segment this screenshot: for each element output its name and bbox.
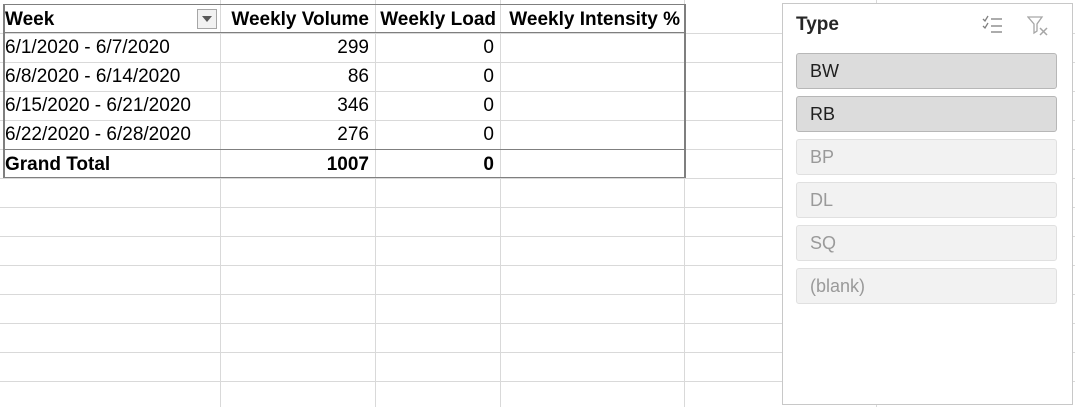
row-week[interactable]: 6/1/2020 - 6/7/2020 <box>5 37 170 58</box>
header-week[interactable]: Week <box>5 9 55 30</box>
chevron-down-icon <box>202 16 212 22</box>
grand-total-volume[interactable]: 1007 <box>326 154 369 175</box>
row-week[interactable]: 6/8/2020 - 6/14/2020 <box>5 66 181 87</box>
slicer-item-blank[interactable]: (blank) <box>796 268 1057 304</box>
row-load[interactable]: 0 <box>483 66 494 87</box>
slicer-title: Type <box>796 14 839 35</box>
row-load[interactable]: 0 <box>483 95 494 116</box>
grand-total-label[interactable]: Grand Total <box>5 154 111 175</box>
slicer-item-bp[interactable]: BP <box>796 139 1057 175</box>
row-intensity[interactable] <box>500 33 684 62</box>
header-weekly-volume[interactable]: Weekly Volume <box>231 9 369 30</box>
table-left-border <box>3 4 5 178</box>
grand-total-load[interactable]: 0 <box>483 154 494 175</box>
header-row-border <box>3 4 685 33</box>
table-right-border <box>684 4 686 178</box>
row-intensity[interactable] <box>500 91 684 120</box>
slicer-item-dl[interactable]: DL <box>796 182 1057 218</box>
row-load[interactable]: 0 <box>483 124 494 145</box>
row-week[interactable]: 6/22/2020 - 6/28/2020 <box>5 124 191 145</box>
row-volume[interactable]: 86 <box>347 66 369 87</box>
total-row-border <box>3 149 685 178</box>
slicer-item-bw[interactable]: BW <box>796 53 1057 89</box>
row-load[interactable]: 0 <box>483 37 494 58</box>
row-intensity[interactable] <box>500 120 684 149</box>
row-volume[interactable]: 346 <box>337 95 369 116</box>
slicer-item-rb[interactable]: RB <box>796 96 1057 132</box>
clear-filter-icon[interactable] <box>1026 15 1049 37</box>
multi-select-icon[interactable] <box>982 15 1004 35</box>
row-week[interactable]: 6/15/2020 - 6/21/2020 <box>5 95 191 116</box>
slicer-item-sq[interactable]: SQ <box>796 225 1057 261</box>
header-weekly-load[interactable]: Weekly Load <box>380 9 496 30</box>
row-volume[interactable]: 299 <box>337 37 369 58</box>
row-volume[interactable]: 276 <box>337 124 369 145</box>
week-filter-dropdown-button[interactable] <box>197 9 217 29</box>
type-slicer[interactable]: Type BW RB BP DL SQ (blank) <box>782 3 1073 405</box>
header-weekly-intensity[interactable]: Weekly Intensity % <box>509 9 680 30</box>
row-intensity[interactable] <box>500 62 684 91</box>
